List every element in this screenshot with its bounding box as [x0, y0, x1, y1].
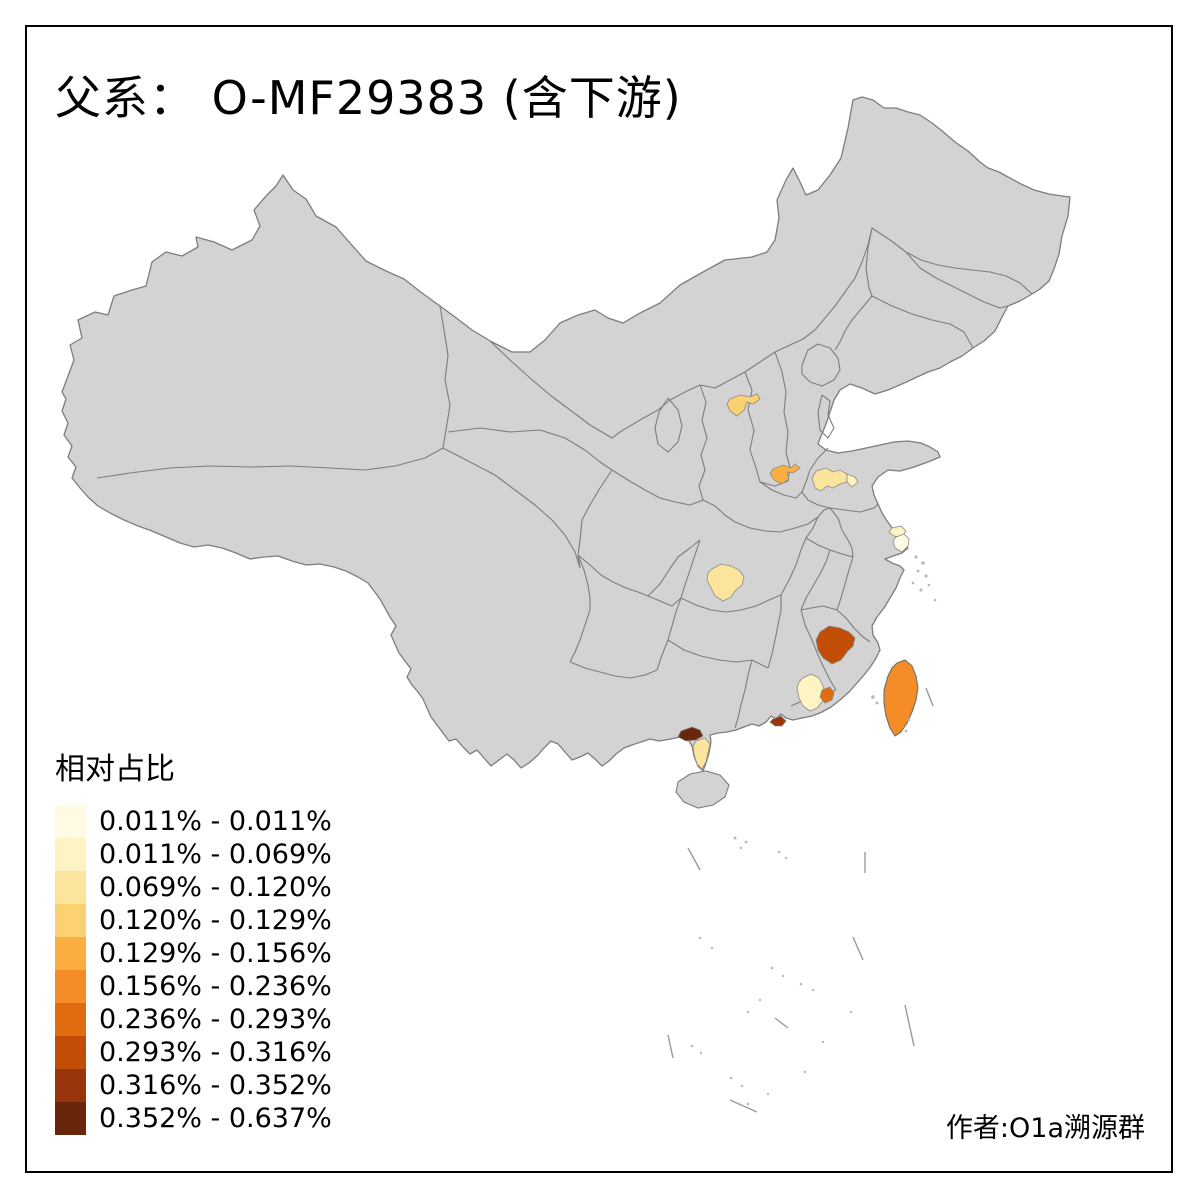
region-leizhou-peninsula	[692, 737, 711, 770]
region-guangdong-chaoshan	[819, 686, 835, 704]
legend-label: 0.293% - 0.316%	[99, 1037, 332, 1068]
legend-label: 0.156% - 0.236%	[99, 971, 332, 1002]
legend-item: 0.069% - 0.120%	[55, 871, 332, 904]
region-hubei-central	[706, 563, 745, 602]
region-henan-zhengzhou	[769, 463, 801, 485]
province-borders-centre	[611, 343, 879, 558]
page-title: 父系： O-MF29383 (含下游)	[55, 71, 682, 125]
legend: 相对占比 0.011% - 0.011% 0.011% - 0.069% 0.0…	[55, 744, 332, 1135]
legend-item: 0.129% - 0.156%	[55, 937, 332, 970]
legend-label: 0.352% - 0.637%	[99, 1103, 332, 1134]
reef-lines	[667, 687, 934, 1113]
legend-label: 0.316% - 0.352%	[99, 1070, 332, 1101]
legend-item: 0.120% - 0.129%	[55, 904, 332, 937]
legend-swatch	[55, 838, 86, 871]
legend-swatch	[55, 805, 86, 838]
legend-swatch	[55, 1003, 86, 1036]
region-shandong-west	[811, 467, 848, 492]
legend-label: 0.011% - 0.011%	[99, 806, 332, 837]
region-pearl-river-delta	[769, 715, 787, 727]
islands	[690, 555, 937, 1106]
china-mainland	[61, 96, 1071, 772]
legend-swatch	[55, 1102, 86, 1135]
legend-item: 0.316% - 0.352%	[55, 1069, 332, 1102]
legend-label: 0.069% - 0.120%	[99, 872, 332, 903]
region-shandong-west-tail	[846, 473, 859, 488]
legend-swatch	[55, 937, 86, 970]
legend-label: 0.236% - 0.293%	[99, 1004, 332, 1035]
legend-label: 0.129% - 0.156%	[99, 938, 332, 969]
region-guangdong-meizhou	[796, 673, 826, 712]
legend-swatch	[55, 970, 86, 1003]
legend-item: 0.156% - 0.236%	[55, 970, 332, 1003]
legend-item: 0.352% - 0.637%	[55, 1102, 332, 1135]
region-shaanxi-north	[726, 393, 761, 417]
region-taiwan	[883, 659, 919, 737]
legend-label: 0.120% - 0.129%	[99, 905, 332, 936]
legend-item: 0.293% - 0.316%	[55, 1036, 332, 1069]
legend-swatch	[55, 904, 86, 937]
region-guangdong-zhanjiang	[677, 726, 704, 742]
legend-item: 0.011% - 0.069%	[55, 838, 332, 871]
region-shanghai	[892, 533, 910, 553]
hainan-island	[675, 770, 730, 809]
legend-swatch	[55, 1069, 86, 1102]
legend-swatch	[55, 871, 86, 904]
author-credit: 作者:O1a溯源群	[945, 1113, 1145, 1144]
legend-item: 0.011% - 0.011%	[55, 805, 332, 838]
legend-label: 0.011% - 0.069%	[99, 839, 332, 870]
legend-swatch	[55, 1036, 86, 1069]
legend-item: 0.236% - 0.293%	[55, 1003, 332, 1036]
legend-title: 相对占比	[55, 752, 175, 787]
region-fujian-northwest	[815, 625, 856, 665]
